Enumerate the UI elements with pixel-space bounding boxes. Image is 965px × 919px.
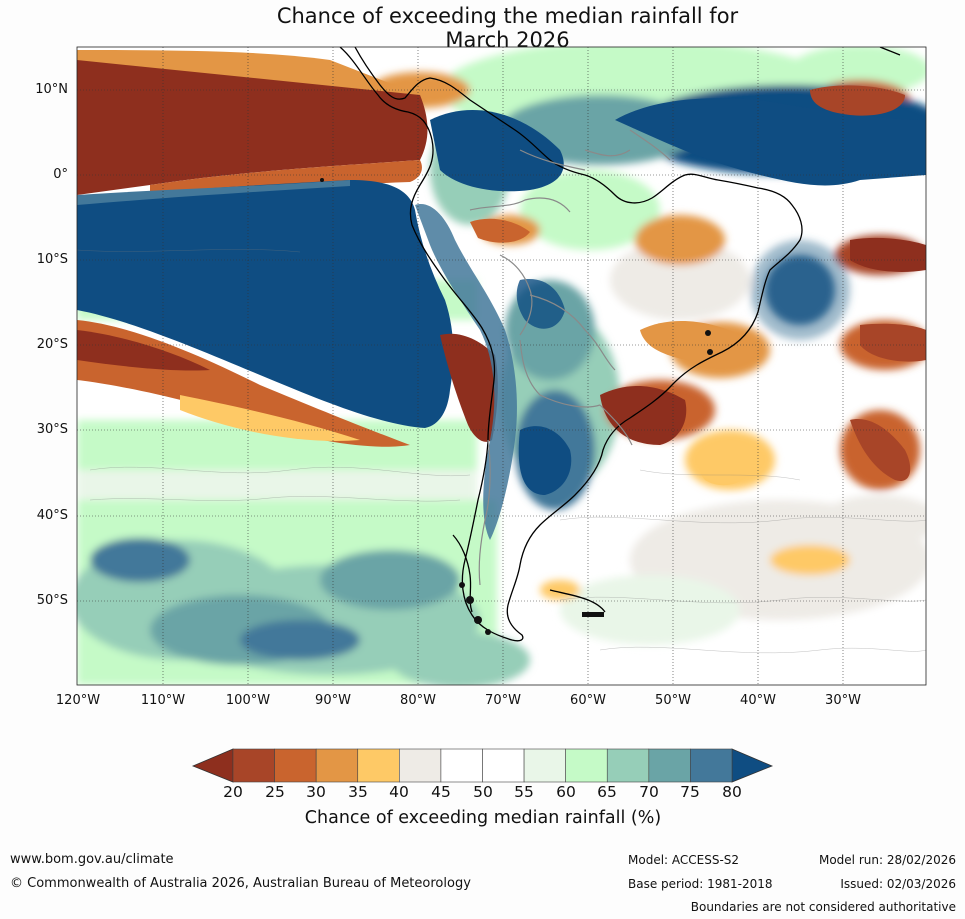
lon-label-120w: 120°W bbox=[55, 693, 101, 708]
colorbar-swatch bbox=[482, 748, 525, 783]
colorbar-label: Chance of exceeding median rainfall (%) bbox=[304, 808, 662, 828]
boundaries-disclaimer: Boundaries are not considered authoritat… bbox=[690, 900, 956, 914]
lon-label-70w: 70°W bbox=[485, 693, 521, 708]
copyright-text: © Commonwealth of Australia 2026, Austra… bbox=[10, 876, 471, 891]
colorbar-swatch bbox=[440, 748, 483, 783]
lat-label-40s: 40°S bbox=[36, 508, 68, 523]
colorbar-tick-40: 40 bbox=[389, 783, 409, 801]
map-title: Chance of exceeding the median rainfall … bbox=[0, 4, 965, 52]
lon-label-80w: 80°W bbox=[400, 693, 436, 708]
colorbar-swatch bbox=[399, 748, 442, 783]
lon-label-50w: 50°W bbox=[655, 693, 691, 708]
colorbar-swatch bbox=[565, 748, 608, 783]
map-gridlines bbox=[77, 47, 926, 685]
lon-label-110w: 110°W bbox=[140, 693, 186, 708]
lat-label-10s: 10°S bbox=[36, 252, 68, 267]
colorbar-swatch bbox=[274, 748, 317, 783]
colorbar-tick-35: 35 bbox=[348, 783, 368, 801]
lon-label-60w: 60°W bbox=[570, 693, 606, 708]
colorbar bbox=[191, 748, 774, 783]
lat-label-20s: 20°S bbox=[36, 337, 68, 352]
colorbar-tick-80: 80 bbox=[722, 783, 742, 801]
islands bbox=[320, 178, 713, 635]
colorbar-swatch bbox=[315, 748, 359, 783]
colorbar-swatch bbox=[357, 748, 400, 783]
colorbar-tick-30: 30 bbox=[306, 783, 326, 801]
lat-label-30s: 30°S bbox=[36, 422, 68, 437]
model-run-date: Model run: 28/02/2026 bbox=[818, 853, 956, 867]
rainfall-field bbox=[77, 47, 926, 685]
colorbar-tick-75: 75 bbox=[680, 783, 700, 801]
colorbar-swatch bbox=[690, 748, 733, 783]
lon-label-90w: 90°W bbox=[315, 693, 351, 708]
colorbar-tick-65: 65 bbox=[597, 783, 617, 801]
colorbar-swatch bbox=[523, 748, 566, 783]
colorbar-swatch bbox=[606, 748, 650, 783]
map-frame bbox=[76, 46, 927, 686]
base-period: Base period: 1981-2018 bbox=[628, 877, 773, 891]
colorbar-tick-55: 55 bbox=[514, 783, 534, 801]
map-title-line1: Chance of exceeding the median rainfall … bbox=[276, 4, 739, 28]
colorbar-tick-20: 20 bbox=[223, 783, 243, 801]
lat-label-10n: 10°N bbox=[35, 82, 68, 97]
colorbar-swatch bbox=[232, 748, 275, 783]
colorbar-tick-45: 45 bbox=[431, 783, 451, 801]
country-borders bbox=[469, 129, 671, 586]
lat-label-50s: 50°S bbox=[36, 593, 68, 608]
colorbar-tick-25: 25 bbox=[265, 783, 285, 801]
lon-label-40w: 40°W bbox=[740, 693, 776, 708]
colorbar-tick-70: 70 bbox=[639, 783, 659, 801]
lon-label-100w: 100°W bbox=[225, 693, 271, 708]
colorbar-low-extend bbox=[191, 748, 234, 783]
colorbar-tick-50: 50 bbox=[473, 783, 493, 801]
lon-label-30w: 30°W bbox=[825, 693, 861, 708]
model-name: Model: ACCESS-S2 bbox=[628, 853, 740, 867]
website-link[interactable]: www.bom.gov.au/climate bbox=[10, 852, 174, 867]
lat-label-0: 0° bbox=[53, 167, 68, 182]
colorbar-high-extend bbox=[731, 748, 774, 783]
issued-date: Issued: 02/03/2026 bbox=[840, 877, 956, 891]
colorbar-swatch bbox=[648, 748, 691, 783]
colorbar-tick-60: 60 bbox=[556, 783, 576, 801]
